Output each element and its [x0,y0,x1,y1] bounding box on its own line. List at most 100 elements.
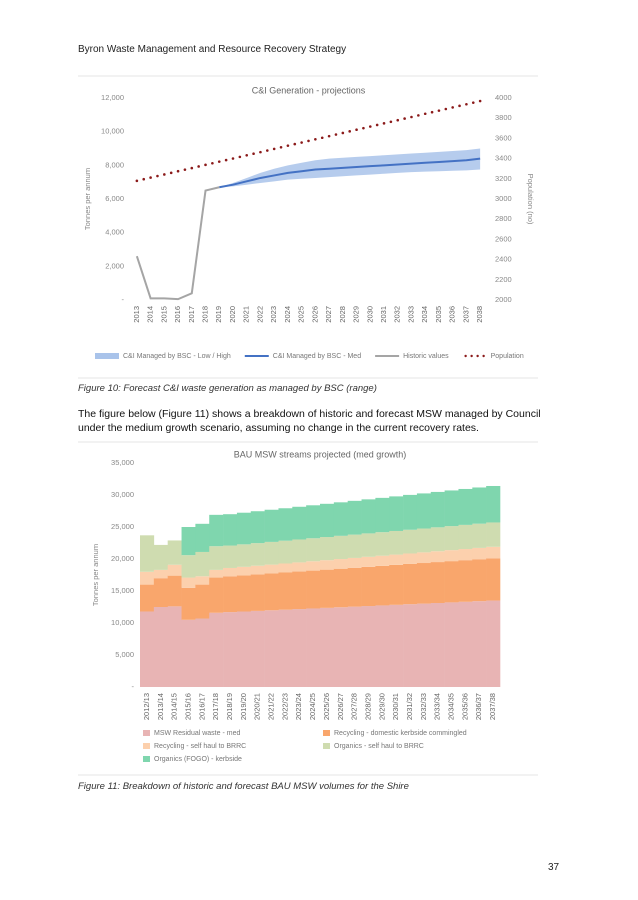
dot [423,112,427,116]
x-tick-label: 2034 [420,306,429,323]
bar-segment [292,506,307,540]
x-tick-label: 2022 [255,306,264,323]
y2-tick-label: 2800 [495,214,512,223]
y2-tick-label: 3800 [495,113,512,122]
x-tick-label: 2024 [283,306,292,323]
x-tick-label: 2017/18 [211,693,220,720]
x-tick-label: 2015 [159,306,168,323]
x-tick-label: 2028/29 [363,693,372,720]
dot [437,109,441,112]
bar-segment [167,606,182,687]
x-tick-label: 2029/30 [377,693,386,720]
x-tick-label: 2031/32 [405,693,414,720]
y2-tick-label: 3000 [495,194,512,203]
bar-segment [278,572,293,610]
legend-label: C&I Managed by BSC - Low / High [123,353,231,360]
bar-segment [250,543,265,566]
y2-axis-label: Population (no) [526,174,535,225]
y-tick-label: 20,000 [111,554,134,563]
bar-segment [333,568,348,608]
bar-segment [236,544,252,567]
x-tick-label: 2030 [365,306,374,323]
bar-segment [361,499,376,534]
line [219,157,481,189]
bar-segment [140,611,155,687]
bar-segment [416,493,432,529]
x-tick-label: 2014 [146,306,155,323]
x-tick-label: 2014/15 [170,693,179,720]
y2-tick-label: 3400 [495,154,512,163]
bar-segment [320,503,335,538]
legend-label: Recycling - domestic kerbside commingled [334,730,467,737]
x-tick-label: 2021 [242,306,251,323]
y-tick-label: 5,000 [115,650,134,659]
legend-swatch [476,354,479,358]
bar-segment [458,601,473,687]
x-tick-label: 2017 [187,306,196,323]
bar-segment [236,575,252,612]
bar-segment [140,535,155,572]
bar-segment [278,563,293,573]
dot [382,122,386,125]
bar-segment [333,535,348,560]
bar-segment [361,606,376,687]
dot [293,142,297,146]
dot [465,102,468,106]
bar-segment [306,538,321,562]
dot [314,138,317,141]
y-tick-label: 30,000 [111,490,134,499]
bar-segment [181,555,196,578]
bar-segment [320,607,335,687]
x-tick-label: 2019 [214,306,223,323]
bar-segment [375,605,390,687]
legend-label: MSW Residual waste - med [154,730,240,737]
x-tick-label: 2031 [379,306,388,323]
legend-label: Population [491,353,524,360]
bar-segment [403,529,418,554]
bar-segment [458,524,473,550]
legend-swatch [143,756,150,762]
bar-segment [347,606,362,687]
y2-tick-label: 2400 [495,255,512,264]
x-tick-label: 2016/17 [197,693,206,720]
bar-segment [430,562,445,603]
y-tick-label: 25,000 [111,522,134,531]
page-header: Byron Waste Management and Resource Reco… [78,44,347,55]
bar-segment [278,609,293,687]
bar-segment [223,576,238,613]
y2-tick-label: 2000 [495,295,512,304]
bar-segment [264,509,279,542]
bar-segment [278,540,293,564]
x-tick-label: 2024/25 [308,693,317,720]
dot [279,145,283,149]
y-tick-label: 10,000 [101,127,124,136]
bar-segment [430,527,445,552]
x-tick-label: 2016 [173,306,182,323]
x-tick-label: 2020/21 [253,693,262,720]
bar-segment [375,565,390,606]
bar-segment [181,577,196,588]
dot [169,171,173,175]
x-tick-label: 2013/14 [156,693,165,720]
bar-segment [264,610,279,687]
x-tick-label: 2030/31 [391,693,400,720]
x-tick-label: 2025 [297,306,306,323]
y-tick-label: - [132,682,135,691]
bar-segment [403,494,418,530]
bar-segment [458,488,473,525]
dot [211,161,214,165]
dot [259,150,262,154]
legend-swatch [323,730,330,736]
bar-segment [320,537,335,561]
page-number: 37 [548,862,560,873]
dot [320,136,324,140]
bar-segment [236,512,252,545]
y-axis-label: Tonnes per annum [91,544,100,606]
x-tick-label: 2037/38 [488,693,497,720]
x-tick-label: 2025/26 [322,693,331,720]
dot [471,101,475,104]
x-tick-label: 2029 [352,306,361,323]
x-tick-label: 2027/28 [350,693,359,720]
dot [389,120,393,124]
x-tick-label: 2018 [201,306,210,323]
